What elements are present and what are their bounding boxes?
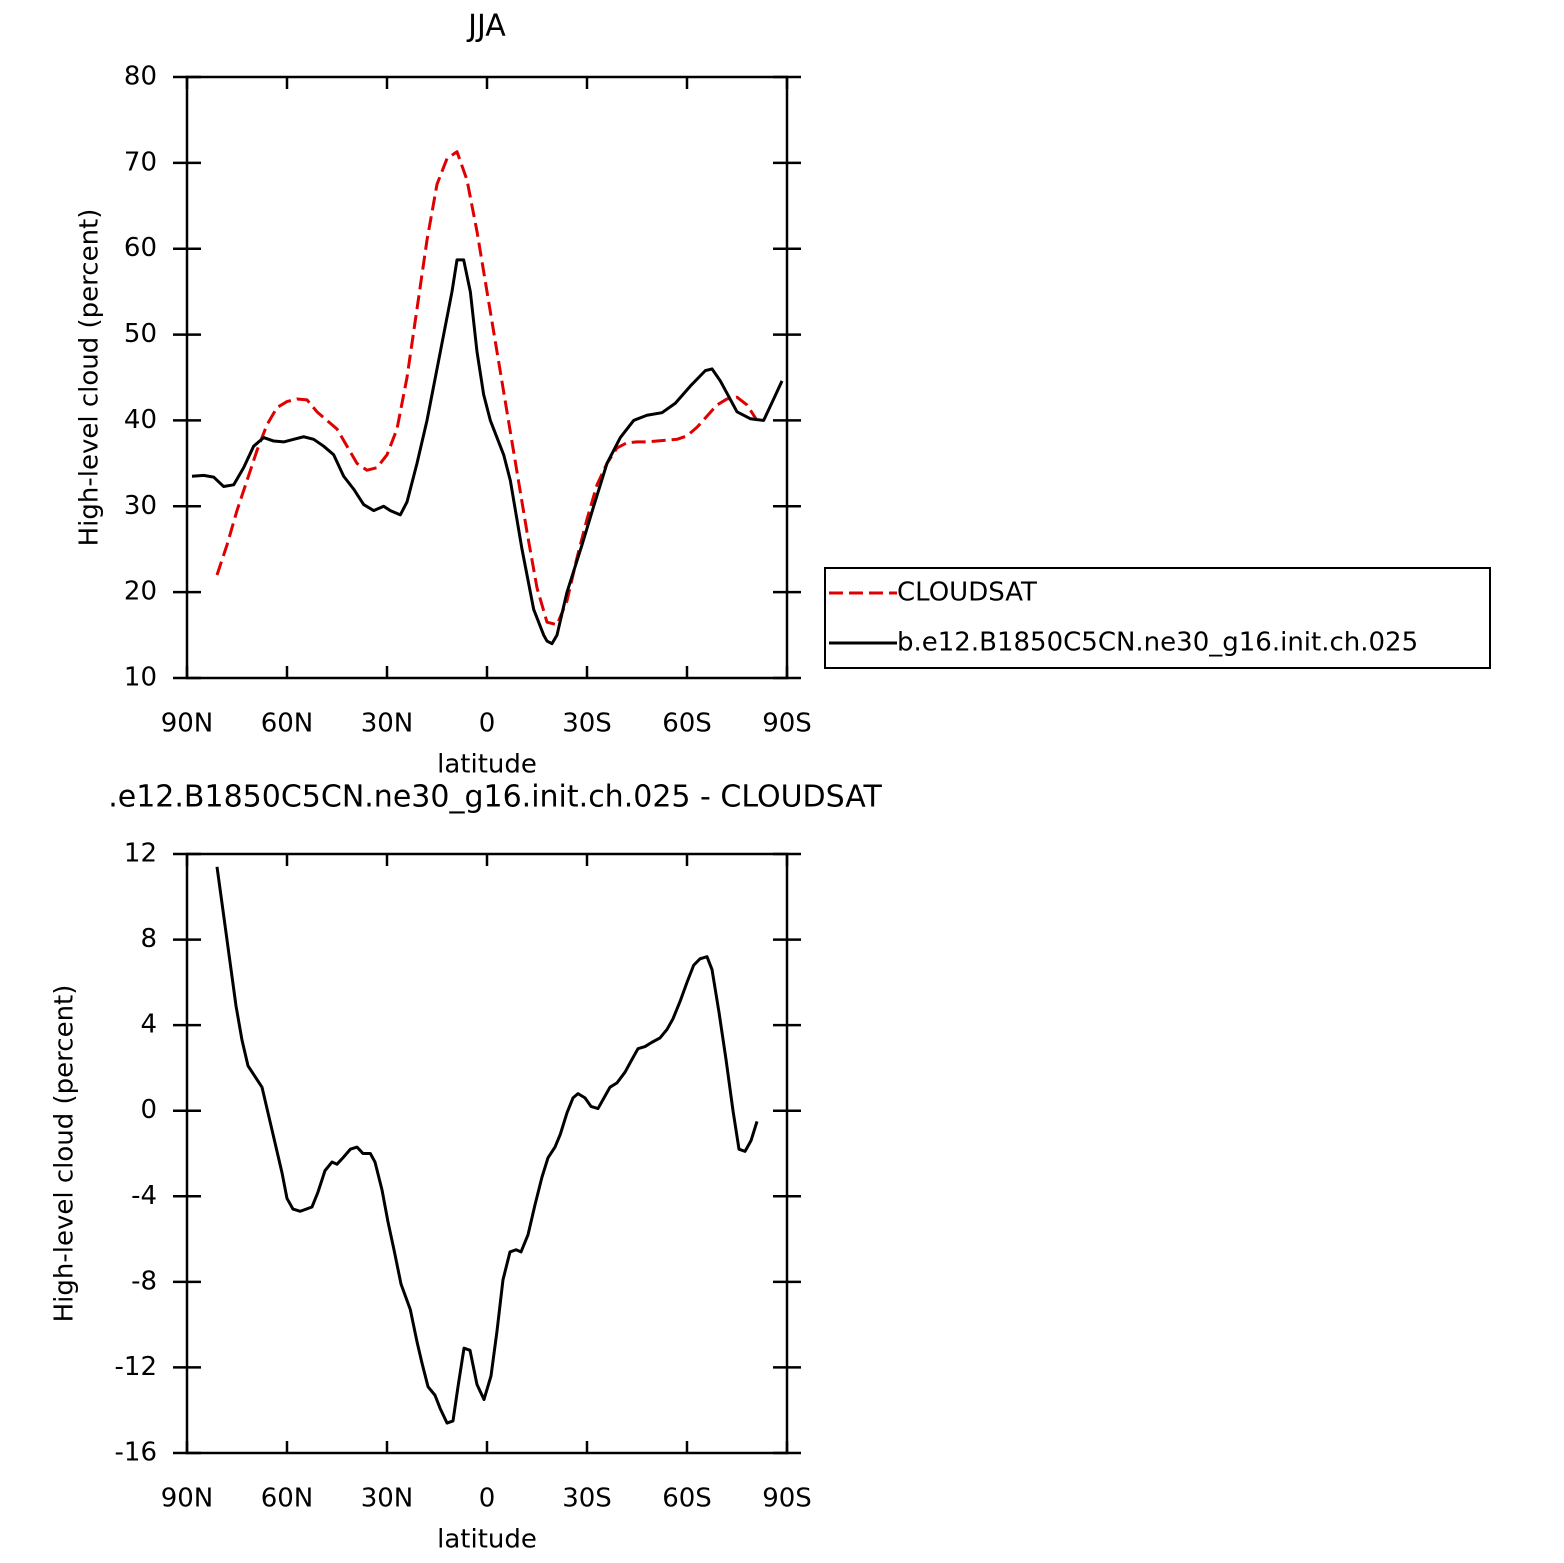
x-tick-label: 90N — [161, 709, 214, 739]
legend-label: b.e12.B1850C5CN.ne30_g16.init.ch.025 — [897, 628, 1418, 658]
y-axis-label: High-level cloud (percent) — [50, 985, 80, 1323]
x-tick-label: 30S — [562, 1484, 612, 1514]
y-tick-label: -16 — [115, 1438, 157, 1468]
y-tick-label: 12 — [124, 839, 157, 869]
y-tick-label: -12 — [115, 1352, 157, 1382]
chart-title: JJA — [466, 9, 506, 44]
x-tick-label: 30S — [562, 709, 612, 739]
y-tick-label: 40 — [124, 405, 157, 435]
y-tick-label: 8 — [140, 924, 157, 954]
y-tick-label: 10 — [124, 663, 157, 693]
y-tick-label: 80 — [124, 62, 157, 92]
chart-title: .e12.B1850C5CN.ne30_g16.init.ch.025 - CL… — [108, 780, 882, 815]
y-tick-label: 20 — [124, 577, 157, 607]
x-tick-label: 60S — [662, 1484, 712, 1514]
data-line — [215, 866, 759, 1425]
x-tick-label: 60N — [261, 1484, 314, 1514]
legend-box — [824, 567, 1491, 669]
y-tick-label: -8 — [131, 1266, 157, 1296]
data-line — [215, 150, 759, 627]
x-axis-label: latitude — [437, 1525, 537, 1555]
x-tick-label: 90S — [762, 709, 812, 739]
x-tick-label: 60N — [261, 709, 314, 739]
y-tick-label: -4 — [131, 1181, 157, 1211]
x-tick-label: 60S — [662, 709, 712, 739]
x-tick-label: 0 — [479, 1484, 496, 1514]
x-tick-label: 90N — [161, 1484, 214, 1514]
x-tick-label: 0 — [479, 709, 496, 739]
y-tick-label: 30 — [124, 491, 157, 521]
y-axis-label: High-level cloud (percent) — [75, 209, 105, 547]
y-tick-label: 50 — [124, 319, 157, 349]
y-tick-label: 0 — [140, 1095, 157, 1125]
x-tick-label: 30N — [361, 1484, 414, 1514]
legend-label: CLOUDSAT — [897, 578, 1037, 608]
x-tick-label: 30N — [361, 709, 414, 739]
x-axis-label: latitude — [437, 750, 537, 780]
y-tick-label: 4 — [140, 1010, 157, 1040]
data-line — [191, 258, 784, 646]
x-tick-label: 90S — [762, 1484, 812, 1514]
y-tick-label: 70 — [124, 147, 157, 177]
y-tick-label: 60 — [124, 233, 157, 263]
